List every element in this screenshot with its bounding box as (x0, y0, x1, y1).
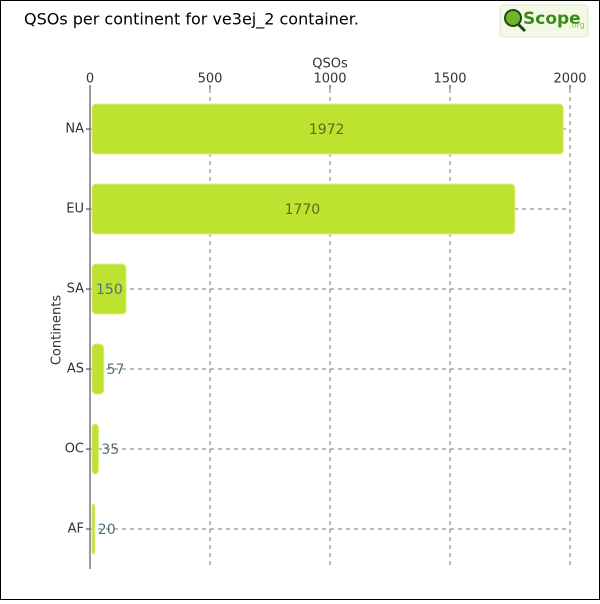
bar (91, 103, 564, 155)
x-tick-label: 500 (198, 72, 223, 87)
y-tick-label: SA (67, 282, 84, 297)
value-label: 20 (98, 522, 116, 538)
x-tick-label: 1000 (313, 72, 346, 87)
y-tick-label: NA (65, 122, 84, 137)
y-tick-label: AF (68, 522, 84, 537)
bar (91, 263, 127, 315)
y-tick-label: EU (66, 202, 84, 217)
x-tick-label: 0 (86, 72, 94, 87)
value-label: 1972 (309, 122, 345, 138)
y-tick-label: OC (65, 442, 84, 457)
logo-icon (504, 9, 522, 27)
value-label: 1770 (285, 202, 321, 218)
chart-title: QSOs per continent for ve3ej_2 container… (24, 10, 359, 30)
bar (91, 183, 516, 235)
x-tick-label: 1500 (433, 72, 466, 87)
x-tick-label: 2000 (553, 72, 586, 87)
bar (91, 423, 99, 475)
logo-icon-handle (516, 22, 527, 33)
x-axis-label: QSOs (312, 57, 348, 72)
logo-text: Scope (523, 9, 581, 29)
bar (91, 343, 105, 395)
logo-domain: .org (569, 21, 585, 30)
value-label: 150 (96, 282, 123, 298)
y-axis-label: Continents (50, 295, 65, 366)
value-label: 57 (107, 362, 125, 378)
bar (91, 503, 96, 555)
logo: Scope .org (499, 4, 589, 38)
value-label: 35 (101, 442, 119, 458)
y-tick-label: AS (67, 362, 84, 377)
